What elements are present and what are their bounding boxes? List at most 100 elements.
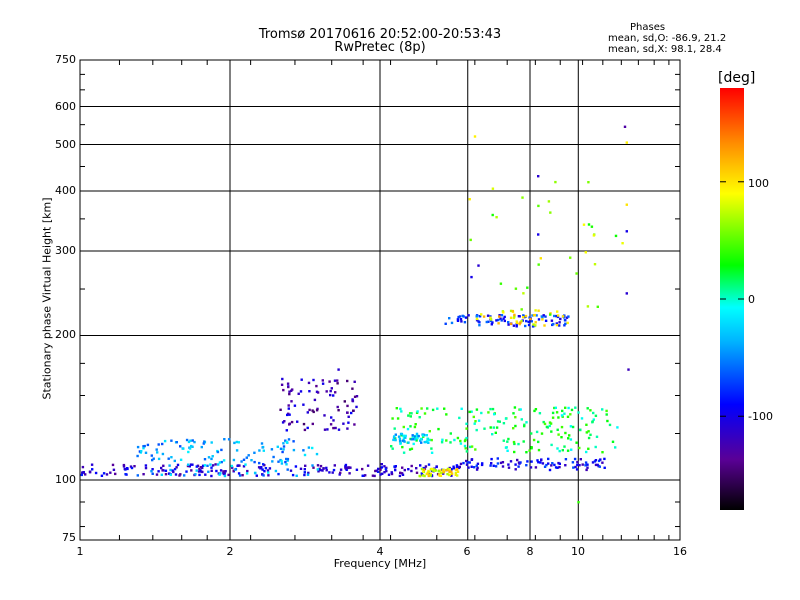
data-point <box>512 440 516 444</box>
data-point <box>385 469 388 473</box>
data-point <box>410 412 413 415</box>
data-point <box>428 430 431 433</box>
data-point <box>466 461 469 464</box>
data-point <box>543 324 546 327</box>
data-point <box>299 390 303 393</box>
data-point <box>459 318 463 321</box>
data-point <box>425 434 428 437</box>
data-point <box>443 407 446 410</box>
data-point <box>163 439 167 443</box>
data-point <box>179 445 182 448</box>
data-point <box>393 427 396 430</box>
data-point <box>334 426 337 430</box>
data-point <box>513 450 516 454</box>
data-point <box>399 407 402 411</box>
data-point <box>557 433 560 436</box>
data-point <box>548 424 551 428</box>
data-point <box>187 450 190 454</box>
data-point <box>555 314 558 318</box>
data-point <box>315 452 319 456</box>
y-tick-label: 750 <box>55 53 76 66</box>
data-point <box>494 465 498 468</box>
colorbar-tick-label: 0 <box>748 293 755 306</box>
data-point <box>555 322 558 325</box>
data-point <box>543 422 547 426</box>
data-point <box>547 462 550 465</box>
data-point <box>392 438 395 442</box>
data-point <box>264 467 268 470</box>
data-point <box>568 434 571 437</box>
data-point <box>162 464 165 467</box>
data-point <box>445 468 448 472</box>
data-point <box>286 459 289 462</box>
data-point <box>525 464 528 467</box>
data-point <box>146 443 150 447</box>
data-point <box>400 410 403 413</box>
data-point <box>330 416 333 419</box>
data-point <box>403 468 406 472</box>
data-point <box>230 464 233 468</box>
data-point <box>489 318 493 321</box>
data-point <box>303 468 306 471</box>
data-point <box>161 469 164 472</box>
data-point <box>238 474 242 477</box>
data-point <box>353 380 356 383</box>
colorbar-tick-label: 100 <box>748 177 769 190</box>
data-point <box>561 409 564 413</box>
data-point <box>161 442 164 446</box>
data-point <box>439 474 443 477</box>
data-point <box>483 427 486 430</box>
data-point <box>514 463 517 466</box>
data-point <box>284 439 287 442</box>
data-point <box>169 468 172 472</box>
data-point <box>541 316 544 319</box>
x-tick-label: 16 <box>673 545 687 558</box>
data-point <box>452 465 455 468</box>
data-point <box>418 416 421 419</box>
data-point <box>395 407 398 410</box>
data-point <box>593 460 597 463</box>
data-point <box>355 405 358 409</box>
data-point <box>475 408 479 411</box>
data-point <box>556 447 559 450</box>
data-point <box>394 465 397 468</box>
data-point <box>300 378 303 381</box>
data-point <box>250 459 253 462</box>
data-point <box>390 472 394 476</box>
data-point <box>477 264 480 267</box>
data-point <box>569 256 572 259</box>
data-point <box>458 465 461 469</box>
data-point <box>587 436 591 440</box>
data-point <box>410 447 414 450</box>
data-point <box>534 321 537 324</box>
data-point <box>563 324 566 327</box>
data-point <box>597 459 601 463</box>
data-point <box>465 463 469 466</box>
data-point <box>290 420 294 424</box>
data-point <box>189 463 193 466</box>
data-point <box>504 417 508 420</box>
data-point <box>241 474 244 477</box>
data-point <box>489 464 492 467</box>
data-point <box>404 436 407 439</box>
data-point <box>561 315 565 318</box>
data-point <box>578 446 581 450</box>
plot-frame <box>79 59 681 541</box>
data-point <box>306 473 310 476</box>
data-point <box>465 436 468 440</box>
data-point <box>467 466 470 469</box>
data-point <box>194 473 197 476</box>
data-point <box>489 316 492 319</box>
data-point <box>336 382 339 385</box>
data-point <box>445 413 448 416</box>
data-point <box>383 465 386 468</box>
data-point <box>537 440 540 444</box>
data-point <box>516 321 519 325</box>
data-point <box>437 470 440 473</box>
data-point <box>553 463 556 467</box>
data-point <box>595 435 599 438</box>
data-point <box>136 474 139 477</box>
data-point <box>468 198 471 201</box>
data-point <box>491 321 494 324</box>
data-point <box>409 415 412 418</box>
